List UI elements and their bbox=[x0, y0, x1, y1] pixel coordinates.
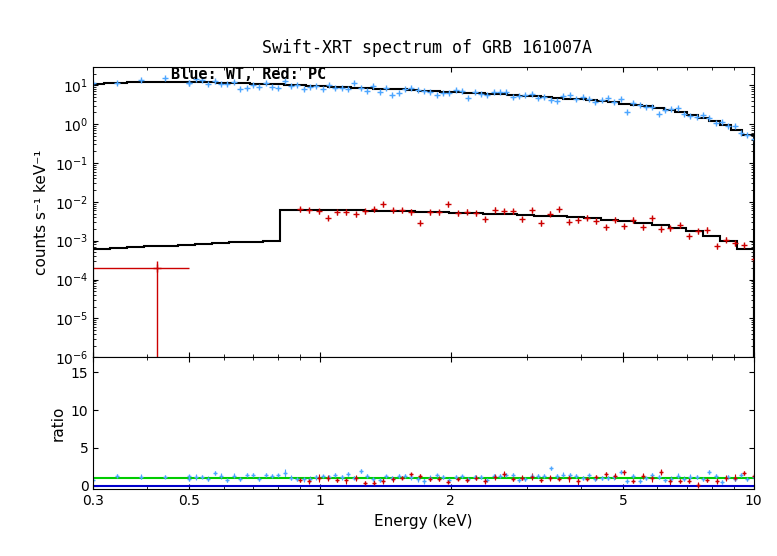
Y-axis label: ratio: ratio bbox=[51, 405, 65, 441]
X-axis label: Energy (keV): Energy (keV) bbox=[375, 514, 472, 529]
Text: Blue: WT, Red: PC: Blue: WT, Red: PC bbox=[171, 67, 326, 82]
Y-axis label: counts s⁻¹ keV⁻¹: counts s⁻¹ keV⁻¹ bbox=[34, 150, 49, 275]
Text: Swift-XRT spectrum of GRB 161007A: Swift-XRT spectrum of GRB 161007A bbox=[263, 39, 592, 57]
